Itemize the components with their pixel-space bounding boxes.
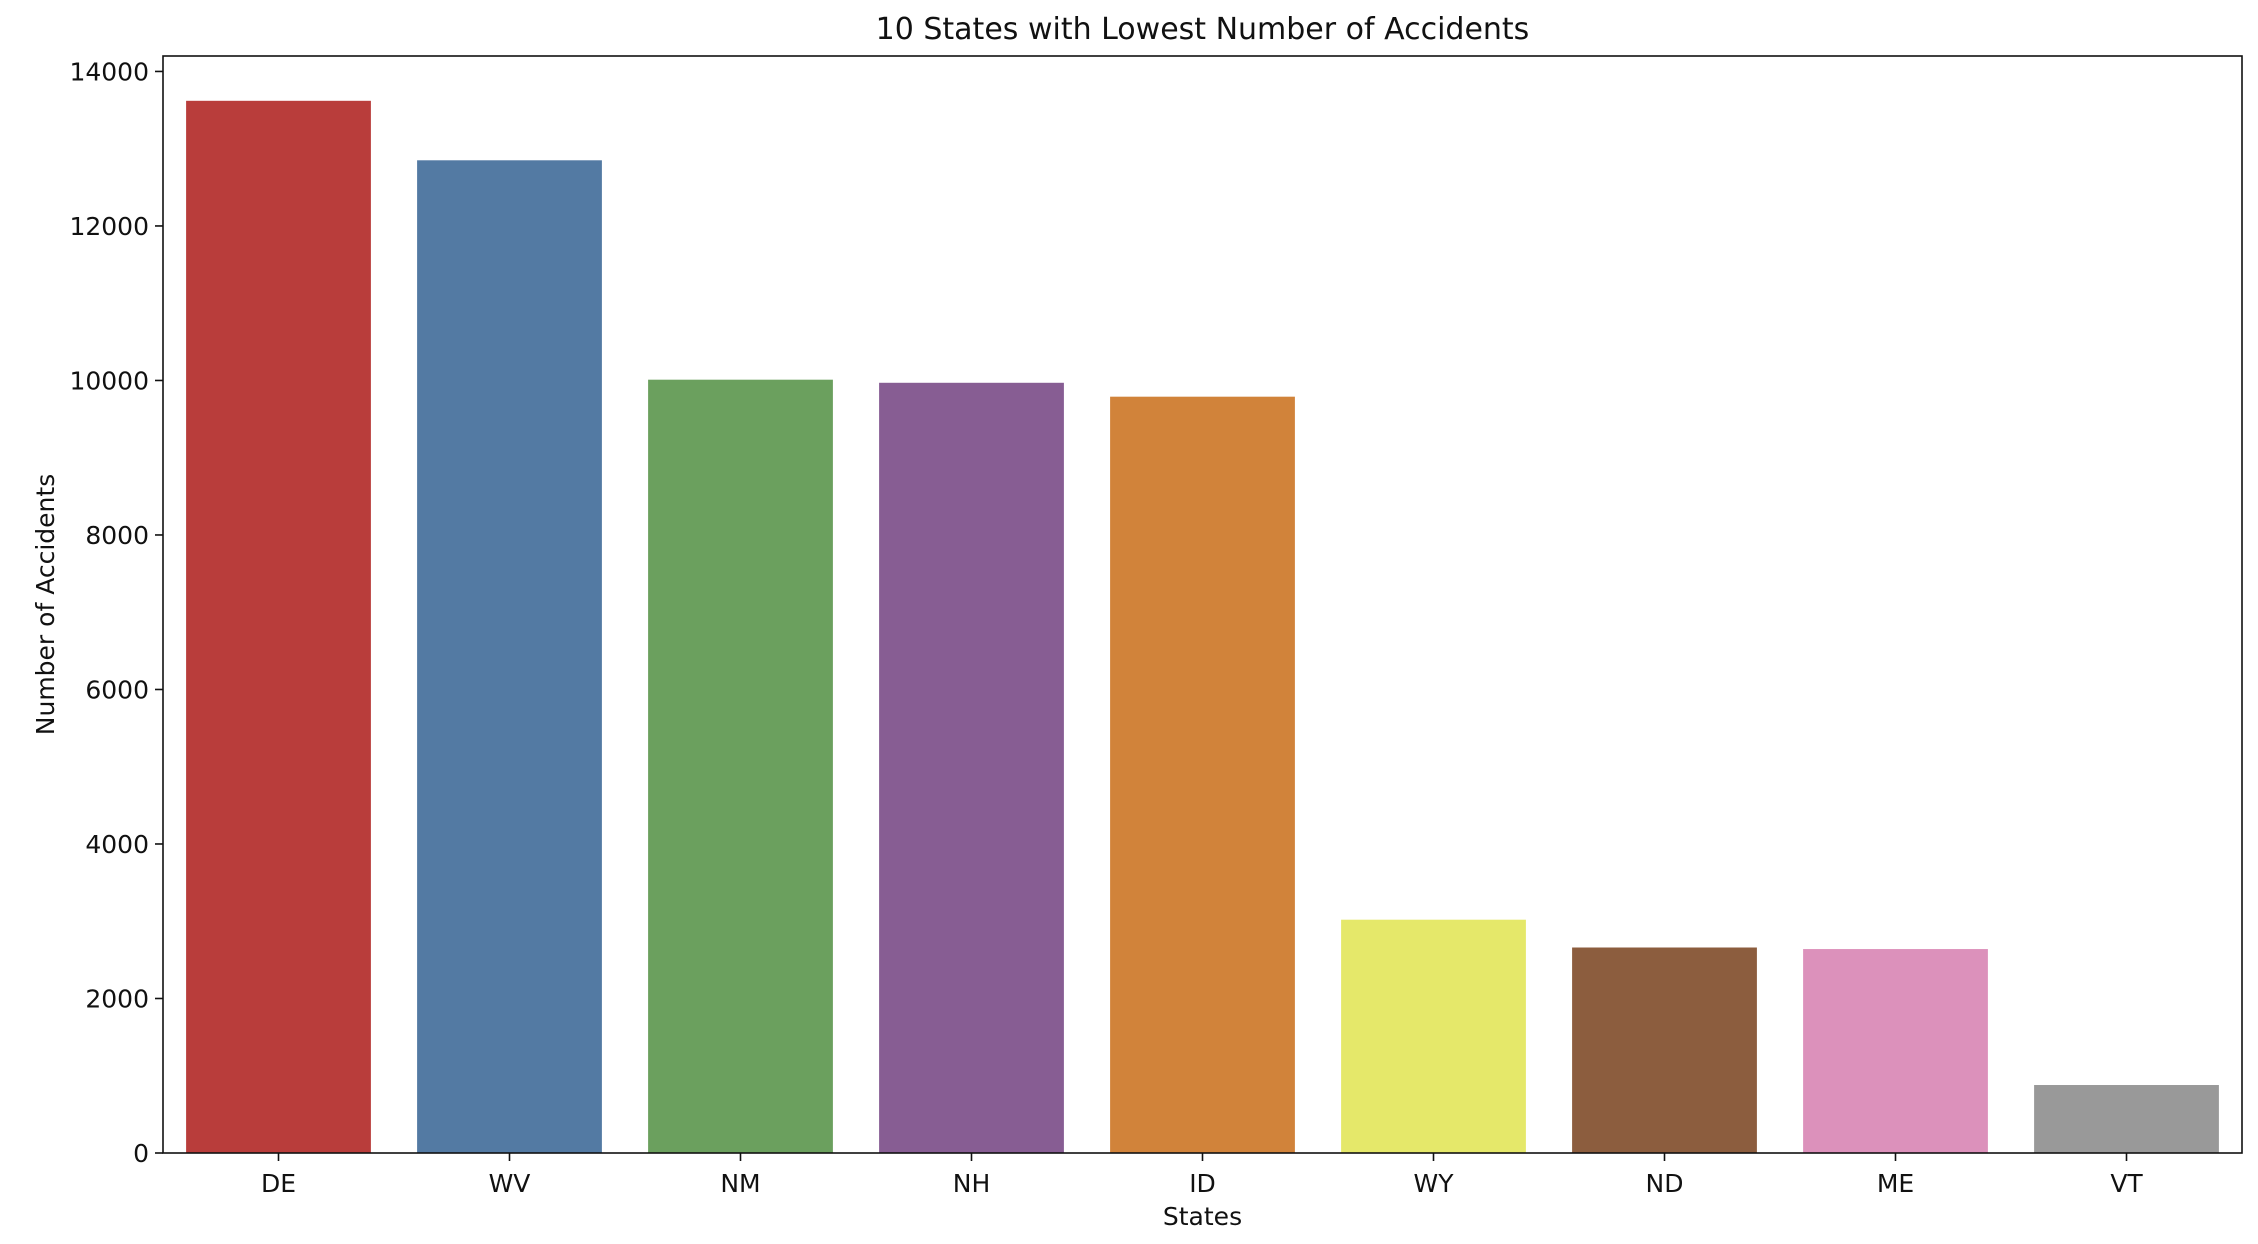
y-tick-label: 10000 <box>69 366 149 395</box>
x-axis-label: States <box>1163 1202 1242 1231</box>
y-tick-label: 6000 <box>85 675 149 704</box>
y-tick-label: 8000 <box>85 521 149 550</box>
bar-wy <box>1341 919 1526 1153</box>
bar-wv <box>417 160 602 1154</box>
bar-me <box>1803 949 1988 1153</box>
chart-title: 10 States with Lowest Number of Accident… <box>876 12 1530 47</box>
x-tick-label: ID <box>1189 1169 1216 1198</box>
bar-nd <box>1572 947 1757 1153</box>
x-tick-label: NM <box>720 1169 760 1198</box>
bars-layer <box>186 100 2219 1154</box>
x-ticks-layer: DE WV NM NH ID WY ND ME VT <box>261 1153 2143 1198</box>
bar-nm <box>648 379 833 1153</box>
bar-de <box>186 100 371 1154</box>
plot-frame <box>162 55 2243 1154</box>
x-tick-label: ME <box>1877 1169 1914 1198</box>
y-tick-label: 12000 <box>69 212 149 241</box>
x-tick-label: ND <box>1646 1169 1684 1198</box>
x-tick-label: DE <box>261 1169 296 1198</box>
y-tick-label: 0 <box>133 1139 149 1168</box>
y-ticks-layer: 0 2000 4000 6000 8000 10000 12000 14000 <box>69 57 163 1168</box>
x-tick-label: WV <box>489 1169 531 1198</box>
x-tick-label: WY <box>1414 1169 1455 1198</box>
y-tick-label: 14000 <box>69 57 149 86</box>
y-tick-label: 2000 <box>85 984 149 1013</box>
y-axis-label: Number of Accidents <box>31 474 60 735</box>
bar-vt <box>2034 1085 2219 1153</box>
y-tick-label: 4000 <box>85 830 149 859</box>
x-tick-label: VT <box>2110 1169 2143 1198</box>
bar-id <box>1110 396 1295 1154</box>
bar-nh <box>879 382 1064 1154</box>
x-tick-label: NH <box>953 1169 991 1198</box>
